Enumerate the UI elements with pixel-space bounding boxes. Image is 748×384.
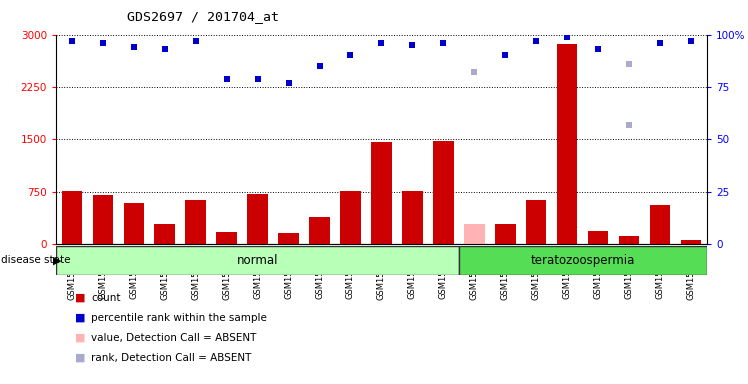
Point bbox=[159, 46, 171, 52]
Text: teratozoospermia: teratozoospermia bbox=[531, 254, 635, 266]
Bar bbox=[459, 246, 707, 275]
Bar bbox=[619, 236, 640, 244]
Point bbox=[406, 42, 418, 48]
Point bbox=[189, 38, 201, 44]
Bar bbox=[216, 232, 236, 244]
Point bbox=[345, 53, 357, 59]
Point bbox=[438, 40, 450, 46]
Text: ■: ■ bbox=[75, 313, 85, 323]
Text: GDS2697 / 201704_at: GDS2697 / 201704_at bbox=[127, 10, 279, 23]
Bar bbox=[186, 200, 206, 244]
Bar bbox=[589, 230, 608, 244]
Bar bbox=[248, 194, 268, 244]
Point bbox=[96, 40, 108, 46]
Bar bbox=[402, 191, 423, 244]
Bar bbox=[495, 224, 515, 244]
Bar bbox=[155, 224, 174, 244]
Bar bbox=[557, 44, 577, 244]
Point bbox=[66, 38, 78, 44]
Bar bbox=[681, 240, 702, 244]
Bar bbox=[56, 246, 459, 275]
Text: count: count bbox=[91, 293, 120, 303]
Bar bbox=[123, 203, 144, 244]
Point bbox=[623, 61, 635, 67]
Bar bbox=[310, 217, 330, 244]
Point bbox=[530, 38, 542, 44]
Text: disease state: disease state bbox=[1, 255, 71, 265]
Text: ▶: ▶ bbox=[53, 255, 61, 265]
Point bbox=[468, 69, 480, 75]
Point bbox=[251, 75, 263, 81]
Point bbox=[283, 79, 295, 86]
Point bbox=[592, 46, 604, 52]
Point bbox=[375, 40, 387, 46]
Point bbox=[623, 121, 635, 127]
Text: ■: ■ bbox=[75, 293, 85, 303]
Text: ■: ■ bbox=[75, 353, 85, 362]
Text: percentile rank within the sample: percentile rank within the sample bbox=[91, 313, 267, 323]
Bar bbox=[527, 200, 547, 244]
Bar bbox=[465, 223, 485, 244]
Point bbox=[562, 33, 574, 40]
Bar bbox=[650, 205, 670, 244]
Bar bbox=[372, 142, 391, 244]
Bar bbox=[278, 233, 298, 244]
Point bbox=[685, 38, 697, 44]
Bar bbox=[433, 141, 453, 244]
Text: normal: normal bbox=[237, 254, 278, 266]
Text: ■: ■ bbox=[75, 333, 85, 343]
Point bbox=[221, 75, 233, 81]
Text: rank, Detection Call = ABSENT: rank, Detection Call = ABSENT bbox=[91, 353, 251, 362]
Text: value, Detection Call = ABSENT: value, Detection Call = ABSENT bbox=[91, 333, 257, 343]
Bar bbox=[61, 191, 82, 244]
Point bbox=[313, 63, 325, 69]
Bar bbox=[93, 195, 113, 244]
Point bbox=[500, 53, 512, 59]
Point bbox=[654, 40, 666, 46]
Bar bbox=[340, 191, 361, 244]
Point bbox=[128, 44, 140, 50]
